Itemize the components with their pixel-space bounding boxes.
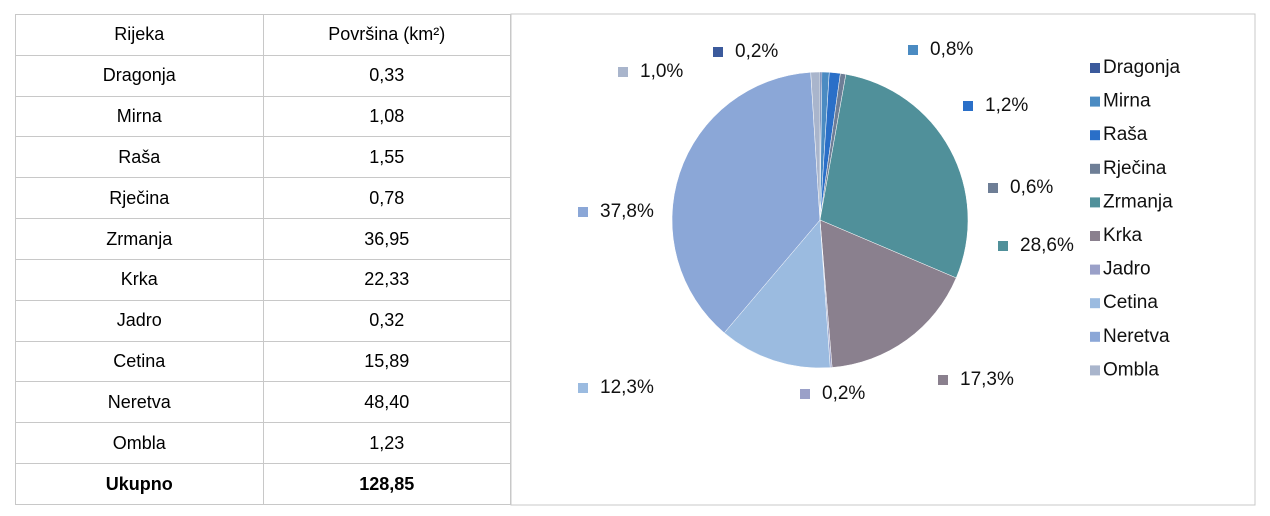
row: Mirna 1,08 bbox=[15, 95, 511, 138]
legend-label: Raša bbox=[1103, 124, 1148, 145]
cell: Ukupno bbox=[15, 463, 264, 505]
label-key bbox=[988, 183, 998, 193]
label-key bbox=[578, 383, 588, 393]
legend-label: Cetina bbox=[1103, 292, 1158, 313]
cell: 36,95 bbox=[262, 218, 511, 260]
row: Dragonja 0,33 bbox=[15, 54, 511, 97]
pie-slice bbox=[723, 219, 831, 369]
pie-slice bbox=[819, 219, 957, 368]
label-key bbox=[938, 375, 948, 385]
row: Jadro 0,32 bbox=[15, 299, 511, 342]
data-label: 0,8% bbox=[930, 39, 973, 60]
chart-frame bbox=[510, 13, 1256, 506]
cell: Cetina bbox=[15, 340, 264, 383]
cell: 1,08 bbox=[262, 95, 511, 138]
legend-key bbox=[1090, 298, 1100, 309]
pie-slice bbox=[810, 71, 821, 221]
data-label: 0,2% bbox=[822, 383, 865, 404]
cell: 0,32 bbox=[262, 299, 511, 342]
cell: 128,85 bbox=[262, 463, 511, 505]
cell: 1,55 bbox=[262, 136, 511, 179]
label-key bbox=[713, 47, 723, 57]
data-label: 17,3% bbox=[960, 369, 1014, 390]
legend-label: Neretva bbox=[1103, 326, 1170, 347]
row: Krka 22,33 bbox=[15, 258, 511, 301]
legend-label: Mirna bbox=[1103, 91, 1151, 112]
pie-slice bbox=[819, 73, 969, 279]
cell: Površina (km²) bbox=[262, 14, 511, 56]
legend-key bbox=[1090, 331, 1100, 342]
data-label: 37,8% bbox=[600, 201, 654, 222]
total-row: Ukupno 128,85 bbox=[15, 463, 511, 505]
cell: 0,78 bbox=[262, 177, 511, 220]
cell: Mirna bbox=[15, 95, 264, 138]
row: Rječina 0,78 bbox=[15, 177, 511, 220]
cell: Rječina bbox=[15, 177, 264, 220]
row: Ombla 1,23 bbox=[15, 422, 511, 465]
area-table: Rijeka Površina (km²) Dragonja 0,33 Mirna 1,0… bbox=[15, 14, 511, 505]
data-label: 1,2% bbox=[985, 95, 1028, 116]
legend-key bbox=[1090, 264, 1100, 275]
legend-label: Rječina bbox=[1103, 158, 1167, 179]
data-label: 0,6% bbox=[1010, 177, 1053, 198]
cell: Jadro bbox=[15, 299, 264, 342]
cell: Zrmanja bbox=[15, 218, 264, 260]
label-key bbox=[998, 241, 1008, 251]
legend-key bbox=[1090, 197, 1100, 208]
legend-label: Zrmanja bbox=[1103, 191, 1173, 212]
label-key bbox=[908, 45, 918, 55]
data-label: 28,6% bbox=[1020, 235, 1074, 256]
legend-key bbox=[1090, 130, 1100, 141]
legend-key bbox=[1090, 163, 1100, 174]
legend-key bbox=[1090, 365, 1100, 376]
label-key bbox=[618, 67, 628, 77]
legend-label: Ombla bbox=[1103, 359, 1159, 380]
cell: 48,40 bbox=[262, 381, 511, 424]
row: Raša 1,55 bbox=[15, 136, 511, 179]
legend-label: Dragonja bbox=[1103, 57, 1181, 78]
data-label: 12,3% bbox=[600, 377, 654, 398]
label-key bbox=[800, 389, 810, 399]
cell: Rijeka bbox=[15, 14, 264, 56]
cell: Krka bbox=[15, 258, 264, 301]
legend-label: Krka bbox=[1103, 225, 1143, 246]
label-key bbox=[963, 101, 973, 111]
row: Neretva 48,40 bbox=[15, 381, 511, 424]
cell: Ombla bbox=[15, 422, 264, 465]
row: Zrmanja 36,95 bbox=[15, 218, 511, 260]
cell: Raša bbox=[15, 136, 264, 179]
header-row: Rijeka Površina (km²) bbox=[15, 14, 511, 56]
data-label: 1,0% bbox=[640, 61, 683, 82]
legend-key bbox=[1090, 231, 1100, 241]
cell: Dragonja bbox=[15, 54, 264, 97]
data-label: 0,2% bbox=[735, 41, 778, 62]
row: Cetina 15,89 bbox=[15, 340, 511, 383]
cell: 0,33 bbox=[262, 54, 511, 97]
label-key bbox=[578, 207, 588, 217]
legend-key bbox=[1090, 96, 1100, 107]
cell: 22,33 bbox=[262, 258, 511, 301]
pie-slice bbox=[671, 72, 821, 334]
legend-key bbox=[1090, 63, 1100, 73]
legend-label: Jadro bbox=[1103, 259, 1151, 280]
